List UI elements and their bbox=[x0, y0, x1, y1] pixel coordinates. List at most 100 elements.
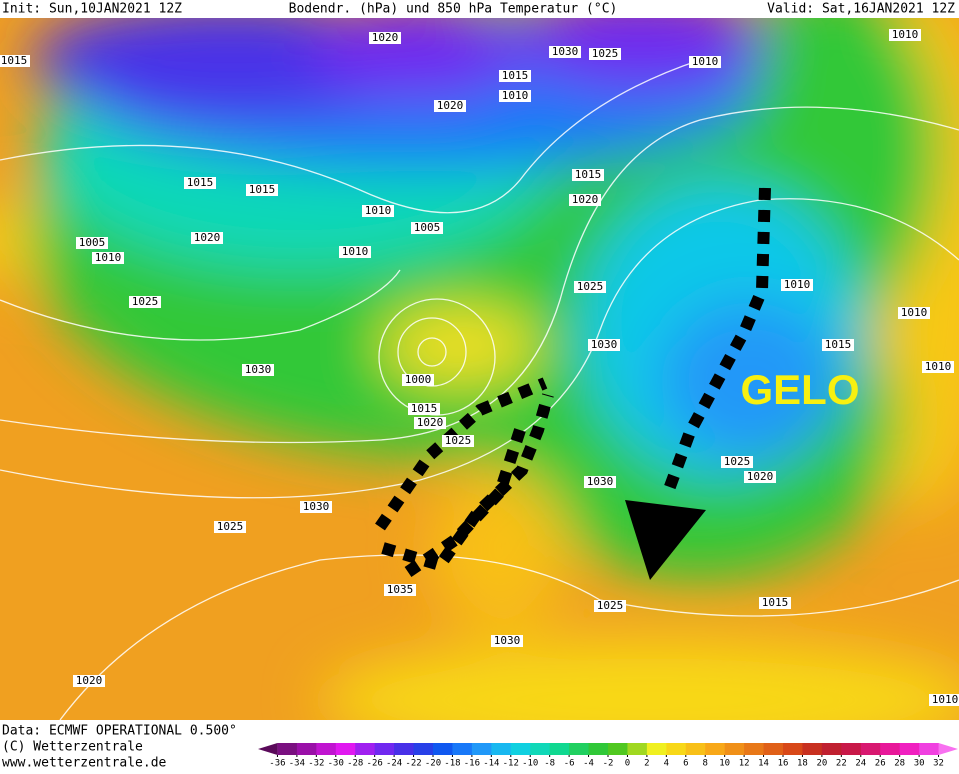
isobar-label-box bbox=[584, 476, 616, 488]
colorbar-tick-label: 6 bbox=[683, 759, 688, 769]
isobar-label-box bbox=[191, 232, 223, 244]
colorbar-tick-label: -30 bbox=[328, 759, 344, 769]
isobar-label: 1015 bbox=[502, 69, 529, 82]
isobar-label: 1025 bbox=[445, 434, 472, 447]
isobar-label: 1025 bbox=[217, 520, 244, 533]
isobar-label-box bbox=[214, 521, 246, 533]
colorbar-tick-label: -18 bbox=[444, 759, 460, 769]
colorbar-segment bbox=[549, 743, 570, 755]
isobar-label-box bbox=[362, 205, 394, 217]
isobar-label-box bbox=[781, 279, 813, 291]
isobar-label: 1015 bbox=[575, 168, 602, 181]
colorbar-tick-label: 18 bbox=[797, 759, 808, 769]
colorbar-tick-label: 28 bbox=[894, 759, 905, 769]
colorbar-segment bbox=[296, 743, 317, 755]
colorbar-segment bbox=[860, 743, 881, 755]
colorbar-tick-label: -28 bbox=[347, 759, 363, 769]
colorbar-segment bbox=[627, 743, 648, 755]
isobar-label: 1030 bbox=[494, 634, 521, 647]
isobar-label-box bbox=[442, 435, 474, 447]
isobars bbox=[0, 59, 959, 720]
colorbar-segment bbox=[355, 743, 376, 755]
colorbar-segment bbox=[919, 743, 940, 755]
isobar-label-box bbox=[246, 184, 278, 196]
isobar-label: 1015 bbox=[411, 402, 438, 415]
isobar-label-box bbox=[574, 281, 606, 293]
isobar-label: 1005 bbox=[79, 236, 106, 249]
colorbar-segment bbox=[744, 743, 765, 755]
colorbar-tick-label: -12 bbox=[503, 759, 519, 769]
isobar-label: 1035 bbox=[387, 583, 414, 596]
isobar-label-box bbox=[491, 635, 523, 647]
colorbar-segment bbox=[880, 743, 901, 755]
isobar-label: 1015 bbox=[1, 54, 28, 67]
colorbar-tick-label: 12 bbox=[739, 759, 750, 769]
isobar-label-box bbox=[384, 584, 416, 596]
colorbar-segment bbox=[608, 743, 628, 755]
isobar-label: 1020 bbox=[417, 416, 444, 429]
header-bar bbox=[0, 0, 959, 18]
colorbar-tick-label: 20 bbox=[816, 759, 827, 769]
isobar-label: 1030 bbox=[587, 475, 614, 488]
isobar-label-box bbox=[411, 222, 443, 234]
isobar-label-box bbox=[594, 600, 626, 612]
colorbar-segment bbox=[783, 743, 803, 755]
data-source: Data: ECMWF OPERATIONAL 0.500° bbox=[2, 724, 237, 739]
colorbar-segment bbox=[763, 743, 784, 755]
isobar-label: 1010 bbox=[932, 693, 959, 706]
isobar-label-box bbox=[76, 237, 108, 249]
colorbar-segment bbox=[374, 743, 395, 755]
colorbar-segment bbox=[316, 743, 337, 755]
isobar-label-box bbox=[589, 48, 621, 60]
colorbar-segment bbox=[277, 743, 298, 755]
colorbar-tick-label: -22 bbox=[405, 759, 421, 769]
colorbar-segment bbox=[821, 743, 842, 755]
colorbar-segment bbox=[530, 743, 551, 755]
isobar-label: 1020 bbox=[572, 193, 599, 206]
isobar-label: 1010 bbox=[342, 245, 369, 258]
colorbar-tick-label: 14 bbox=[758, 759, 769, 769]
colorbar-tick-label: -26 bbox=[367, 759, 383, 769]
isobar-label-box bbox=[889, 29, 921, 41]
isobar-label-box bbox=[129, 296, 161, 308]
isobar-label: 1025 bbox=[577, 280, 604, 293]
colorbar: -36 -34 -32 -30 -28 -26 -24 -22 -20 -18 -16 -14 -12-… bbox=[258, 743, 958, 769]
isobar-label: 1025 bbox=[724, 455, 751, 468]
colorbar-tick-label: -34 bbox=[289, 759, 305, 769]
colorbar-segment bbox=[685, 743, 706, 755]
colorbar-tick-label: -36 bbox=[269, 759, 285, 769]
copyright: (C) Wetterzentrale bbox=[2, 740, 143, 755]
isobar-label: 1020 bbox=[194, 231, 221, 244]
colorbar-tick-label: 22 bbox=[836, 759, 847, 769]
isobar-label: 1010 bbox=[502, 89, 529, 102]
colorbar-tick-label: -32 bbox=[308, 759, 324, 769]
isobar-label-box bbox=[339, 246, 371, 258]
isobar-label: 1030 bbox=[245, 363, 272, 376]
colorbar-segment bbox=[433, 743, 453, 755]
isobar-label-box bbox=[402, 374, 434, 386]
colorbar-end bbox=[258, 743, 278, 755]
colorbar-segment bbox=[705, 743, 726, 755]
isobar-label-box bbox=[759, 597, 791, 609]
isobar-label-box bbox=[569, 194, 601, 206]
isobar-label: 1020 bbox=[76, 674, 103, 687]
map-title: Bodendr. (hPa) und 850 hPa Temperatur (°… bbox=[289, 2, 618, 17]
isobar-label-box bbox=[588, 339, 620, 351]
colorbar-segment bbox=[471, 743, 492, 755]
colorbar-segment bbox=[491, 743, 512, 755]
colorbar-tick-label: 26 bbox=[875, 759, 886, 769]
isobar-label: 1015 bbox=[187, 176, 214, 189]
isobar-label-box bbox=[242, 364, 274, 376]
annotation: GELO bbox=[740, 366, 859, 413]
isobar-label: 1000 bbox=[405, 373, 432, 386]
colorbar-segment bbox=[666, 743, 687, 755]
colorbar-tick-label: 2 bbox=[644, 759, 649, 769]
isobar-label-box bbox=[434, 100, 466, 112]
isobar-label-box bbox=[408, 403, 440, 415]
isobar-label: 1020 bbox=[437, 99, 464, 112]
isobar-label-box bbox=[499, 70, 531, 82]
colorbar-tick-label: 4 bbox=[664, 759, 669, 769]
isobar-label: 1015 bbox=[249, 183, 276, 196]
url: www.wetterzentrale.de bbox=[2, 756, 167, 771]
